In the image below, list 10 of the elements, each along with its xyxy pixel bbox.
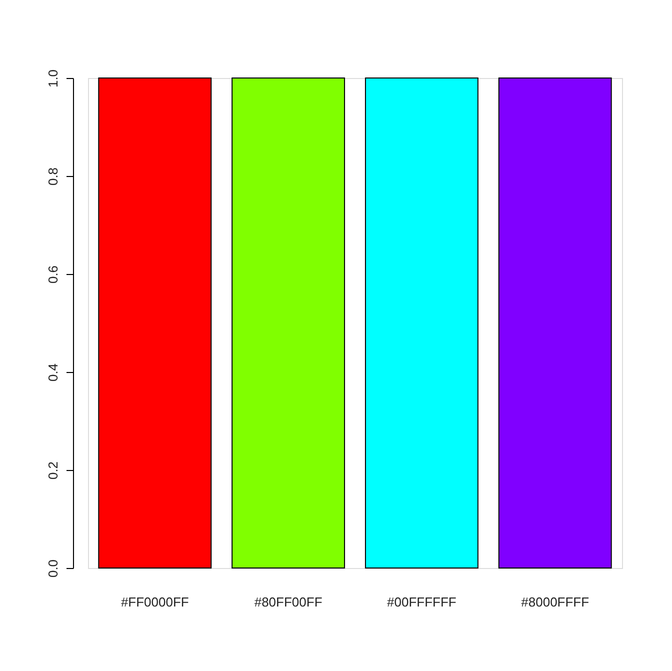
y-tick-label: 0.6 (46, 265, 60, 284)
x-tick-label: #8000FFFF (521, 594, 590, 610)
y-tick-label: 0.0 (46, 559, 60, 578)
x-tick-label: #00FFFFFF (387, 594, 456, 610)
y-tick-label: 0.4 (46, 363, 60, 382)
x-tick-label: #FF0000FF (120, 594, 189, 610)
x-tick-label: #80FF00FF (254, 594, 322, 610)
y-tick-label: 0.8 (46, 167, 60, 186)
y-tick-label: 1.0 (46, 69, 60, 88)
y-tick-label: 0.2 (46, 461, 60, 480)
